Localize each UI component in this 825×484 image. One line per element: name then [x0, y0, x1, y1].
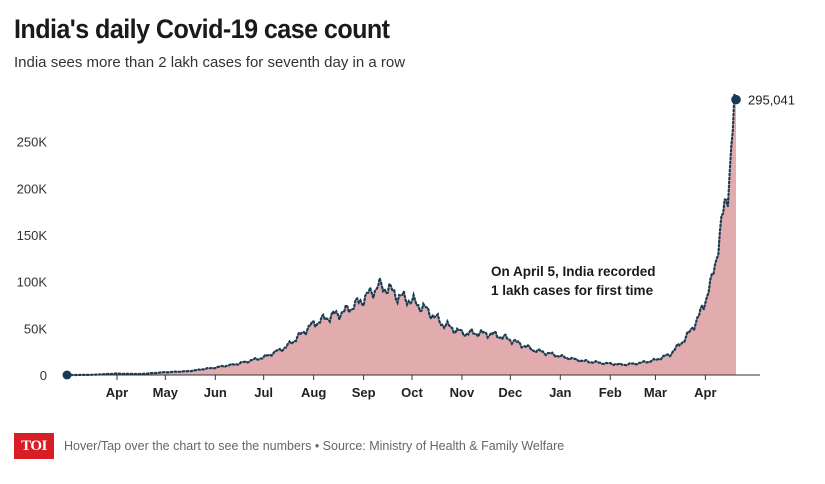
- y-tick-label: 150K: [17, 228, 48, 243]
- x-tick-label: Sep: [352, 385, 376, 400]
- x-tick-label: Jul: [254, 385, 273, 400]
- x-tick-label: Apr: [106, 385, 128, 400]
- x-tick-label: Feb: [599, 385, 622, 400]
- end-value-label: 295,041: [748, 93, 795, 108]
- area-fill: [67, 94, 736, 375]
- x-tick-label: Nov: [450, 385, 475, 400]
- x-tick-label: Mar: [644, 385, 667, 400]
- x-tick-label: Jun: [204, 385, 227, 400]
- start-marker: [62, 370, 72, 380]
- annotation-line-2: 1 lakh cases for first time: [491, 283, 654, 298]
- x-tick-label: Dec: [498, 385, 522, 400]
- chart-title: India's daily Covid-19 case count: [14, 14, 390, 44]
- y-tick-label: 100K: [17, 275, 48, 290]
- x-tick-label: Oct: [401, 385, 423, 400]
- chart-subtitle: India sees more than 2 lakh cases for se…: [14, 54, 406, 71]
- y-tick-label: 0: [40, 368, 47, 383]
- series-line: [65, 93, 738, 377]
- toi-logo[interactable]: TOI: [14, 433, 54, 459]
- y-tick-label: 50K: [24, 321, 47, 336]
- x-tick-label: May: [153, 385, 179, 400]
- source-note: Hover/Tap over the chart to see the numb…: [64, 439, 565, 453]
- x-tick-label: Jan: [549, 385, 571, 400]
- y-tick-label: 250K: [17, 135, 48, 150]
- x-tick-label: Apr: [694, 385, 716, 400]
- footer: TOI Hover/Tap over the chart to see the …: [14, 433, 565, 459]
- end-marker: [731, 94, 741, 105]
- annotation-line-1: On April 5, India recorded: [491, 264, 656, 279]
- x-tick-label: Aug: [301, 385, 326, 400]
- y-tick-label: 200K: [17, 181, 48, 196]
